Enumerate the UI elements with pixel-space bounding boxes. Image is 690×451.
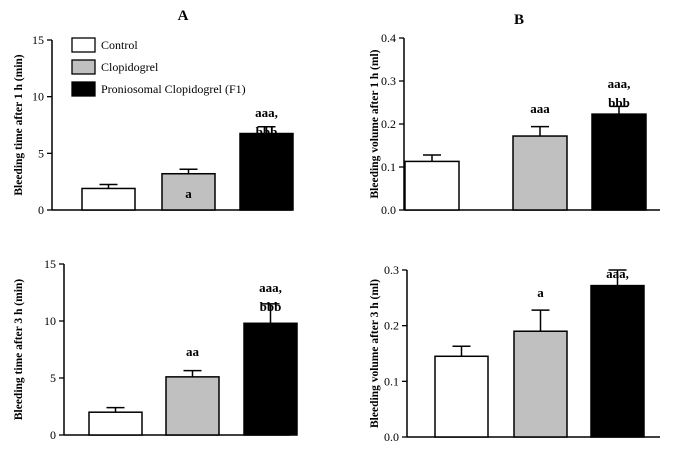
significance-label: bbb	[256, 124, 278, 139]
y-tick-label: 15	[44, 257, 56, 271]
y-tick-label: 0.1	[384, 374, 399, 388]
bar	[88, 411, 143, 436]
bar	[239, 132, 294, 211]
y-tick-label: 0.0	[381, 203, 396, 217]
y-axis-label: Bleeding volume after 3 h (ml)	[369, 279, 381, 428]
y-tick-label: 10	[32, 90, 44, 104]
y-tick-label: 0.3	[381, 74, 396, 88]
chart-1: 0 5 10 15 Bleeding time after 1 h (min) a aaa,…	[13, 33, 294, 217]
significance-label: aaa,	[606, 266, 629, 281]
y-tick-label: 5	[50, 371, 56, 385]
y-tick-label: 0.0	[384, 430, 399, 444]
bar	[591, 113, 647, 211]
bar	[434, 355, 489, 438]
y-axis-label: Bleeding time after 1 h (min)	[13, 54, 25, 195]
panel-letter-b: B	[514, 12, 524, 28]
panel-letter-a: A	[178, 8, 189, 24]
legend-swatch	[71, 81, 96, 97]
bar	[243, 322, 298, 436]
significance-label: aaa,	[255, 105, 278, 120]
y-tick-label: 0.4	[381, 31, 396, 45]
bar	[161, 172, 216, 211]
y-tick-label: 5	[38, 146, 44, 160]
y-tick-label: 10	[44, 314, 56, 328]
bar	[513, 330, 568, 438]
significance-label: bbb	[608, 95, 630, 110]
chart-3: 0 5 10 15 Bleeding time after 3 h (min) aa aaa…	[13, 257, 298, 442]
significance-label: aaa,	[259, 280, 282, 295]
significance-label: aa	[186, 344, 200, 359]
y-tick-label: 0.2	[384, 319, 399, 333]
legend-swatch	[71, 37, 96, 53]
legend-label: Control	[101, 38, 138, 52]
legend-swatch	[71, 59, 96, 75]
significance-label: aaa	[530, 101, 550, 116]
y-tick-label: 0.3	[384, 263, 399, 277]
bar	[512, 135, 568, 211]
y-tick-label: 0	[38, 203, 44, 217]
y-tick-label: 0	[50, 428, 56, 442]
charts-group: 0 5 10 15 Bleeding time after 1 h (min) a aaa,…	[13, 31, 660, 444]
significance-label: aaa,	[608, 76, 631, 91]
bar	[165, 376, 220, 436]
bar	[590, 284, 645, 438]
y-axis-label: Bleeding time after 3 h (min)	[13, 279, 25, 420]
legend-label: Clopidogrel	[101, 60, 159, 74]
legend-label: Proniosomal Clopidogrel (F1)	[101, 82, 246, 96]
y-axis-label: Bleeding volume after 1 h (ml)	[369, 49, 381, 198]
y-tick-label: 0.2	[381, 117, 396, 131]
significance-label: bbb	[607, 285, 629, 300]
legend: Control Clopidogrel Proniosomal Clopidogre…	[71, 37, 246, 97]
significance-label: a	[537, 285, 544, 300]
y-tick-label: 15	[32, 33, 44, 47]
bar	[81, 187, 136, 211]
significance-label: a	[185, 186, 192, 201]
significance-label: bbb	[260, 299, 282, 314]
y-tick-label: 0.1	[381, 160, 396, 174]
bar	[404, 160, 460, 211]
